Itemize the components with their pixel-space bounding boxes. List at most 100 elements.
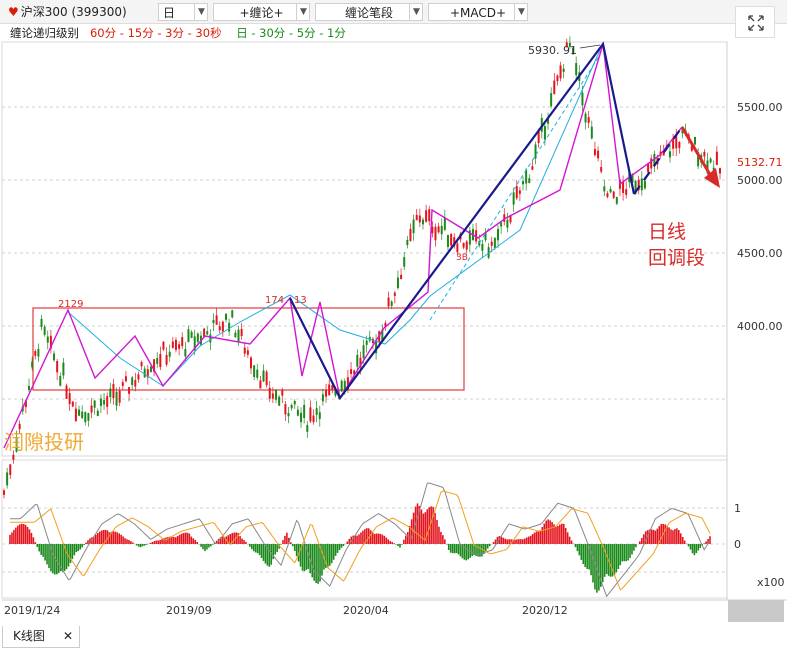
candle-body xyxy=(256,369,259,378)
candle-body xyxy=(234,332,237,338)
candle-body xyxy=(584,113,587,123)
candle-body xyxy=(572,47,575,55)
candle-body xyxy=(506,219,509,228)
indicator-chan-dropdown-icon[interactable]: ▼ xyxy=(296,3,310,21)
macd-series xyxy=(9,482,711,598)
candle-body xyxy=(678,142,681,149)
candle-body xyxy=(159,354,162,368)
candle-body xyxy=(78,409,81,416)
candle-body xyxy=(128,387,131,394)
candle-body xyxy=(309,407,312,422)
candle-body xyxy=(612,191,615,198)
candle-body xyxy=(162,341,165,350)
candle-body xyxy=(206,331,209,335)
segment-projection-line xyxy=(633,126,683,195)
candle-body xyxy=(290,404,293,409)
retrace-arrow-shaft xyxy=(680,126,714,179)
candle-body xyxy=(568,42,571,47)
candle-body xyxy=(387,297,390,307)
candle-body xyxy=(90,405,93,413)
candle-body xyxy=(134,379,137,387)
indicator-bi-duan-select[interactable]: 缠论笔段 xyxy=(315,3,423,21)
candle-body xyxy=(575,63,578,76)
candle-body xyxy=(522,181,525,185)
candle-body xyxy=(300,412,303,423)
indicator-macd-select[interactable]: +MACD+ xyxy=(428,3,528,21)
retrace-arrow-head xyxy=(704,168,720,188)
candle-body xyxy=(121,382,124,386)
candle-body xyxy=(312,415,315,423)
candle-body xyxy=(221,321,224,332)
indicator-chan-select[interactable]: +缠论+ xyxy=(213,3,310,21)
symbol-selector[interactable]: ♥ 沪深300 (399300) xyxy=(8,3,153,21)
macd-dif-line xyxy=(10,482,711,598)
peak-leader-line xyxy=(579,44,601,49)
candle-body xyxy=(237,329,240,342)
close-icon[interactable]: ✕ xyxy=(62,629,73,643)
candle-body xyxy=(96,410,99,417)
candle-body xyxy=(537,130,540,143)
candle-body xyxy=(562,68,565,72)
candle-body xyxy=(371,338,374,343)
candle-body xyxy=(209,334,212,343)
macd-axis: 1 0 x100 xyxy=(734,502,785,589)
candle-body xyxy=(171,341,174,348)
candle-body xyxy=(115,391,118,406)
candle-body xyxy=(81,411,84,419)
candle-body xyxy=(187,329,190,342)
candle-body xyxy=(415,214,418,221)
candle-body xyxy=(668,151,671,158)
candle-body xyxy=(71,401,74,407)
recursion-levels-bar: 缠论递归级别 60分 - 15分 - 3分 - 30秒 日 - 30分 - 5分… xyxy=(10,25,346,41)
candle-body xyxy=(381,329,384,342)
candle-body xyxy=(321,394,324,402)
chart-toolbar: ♥ 沪深300 (399300) 日 ▼ +缠论+ ▼ 缠论笔段 ▼ +MACD+… xyxy=(0,0,787,24)
fullscreen-button[interactable] xyxy=(735,6,775,38)
candle-body xyxy=(196,333,199,342)
candle-body xyxy=(37,348,40,357)
period-select[interactable]: 日 xyxy=(158,3,208,21)
recursion-levels-green: 日 - 30分 - 5分 - 1分 xyxy=(236,26,346,40)
candle-body xyxy=(243,347,246,354)
candle-body xyxy=(240,328,243,337)
scroll-handle[interactable] xyxy=(728,600,784,622)
price-tick-4500: 4500.00 xyxy=(737,247,783,260)
indicator-chan-label: +缠论+ xyxy=(239,6,284,20)
price-gridlines xyxy=(2,106,727,400)
candle-body xyxy=(9,464,12,475)
candle-body xyxy=(543,126,546,140)
candle-body xyxy=(99,398,102,406)
candle-body xyxy=(140,362,143,367)
candle-body xyxy=(443,217,446,230)
indicator-bi-duan-dropdown-icon[interactable]: ▼ xyxy=(409,3,423,21)
candle-body xyxy=(174,339,177,350)
zhongshu-box xyxy=(32,307,465,391)
candle-body xyxy=(693,136,696,145)
candle-body xyxy=(18,423,21,430)
candle-body xyxy=(559,65,562,79)
candle-body xyxy=(109,388,112,398)
candle-body xyxy=(293,400,296,405)
candle-body xyxy=(28,385,31,391)
candle-body xyxy=(509,215,512,223)
recursion-levels-label: 缠论递归级别 xyxy=(10,26,79,40)
candle-body xyxy=(456,243,459,253)
candle-body xyxy=(534,144,537,159)
macd-tick-1: 1 xyxy=(734,502,741,515)
period-dropdown-icon[interactable]: ▼ xyxy=(194,3,208,21)
candle-body xyxy=(215,315,218,325)
candle-body xyxy=(296,409,299,416)
candle-body xyxy=(365,340,368,345)
candle-body xyxy=(481,243,484,251)
candle-body xyxy=(403,257,406,267)
candle-body xyxy=(143,368,146,378)
indicator-macd-dropdown-icon[interactable]: ▼ xyxy=(514,3,528,21)
candle-body xyxy=(587,117,590,123)
candle-body xyxy=(124,376,127,382)
candle-body xyxy=(375,340,378,354)
tab-kline[interactable]: K线图 ✕ xyxy=(2,626,80,648)
candle-body xyxy=(356,354,359,367)
favorite-heart-icon[interactable]: ♥ xyxy=(8,5,19,19)
candle-body xyxy=(590,126,593,139)
candle-body xyxy=(706,160,709,174)
